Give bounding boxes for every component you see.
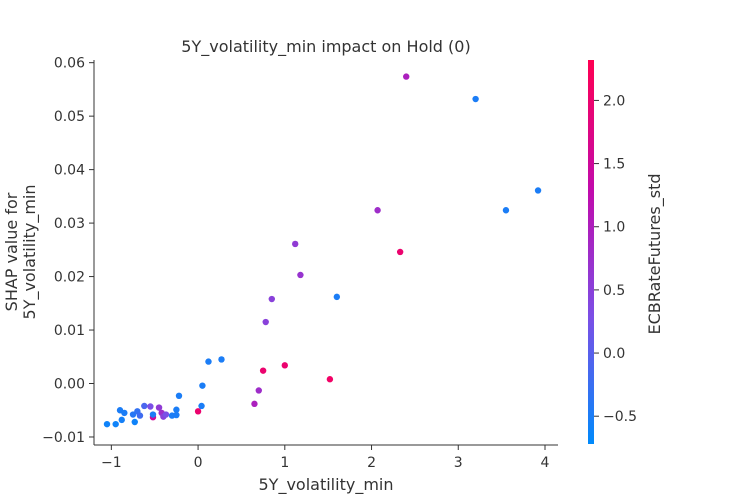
scatter-point — [199, 382, 206, 389]
scatter-point — [396, 248, 404, 256]
y-axis-label-line-2: 5Y_volatility_min — [20, 185, 40, 320]
y-tick-label: 0.02 — [54, 270, 85, 286]
x-tick-label: 1 — [280, 455, 289, 471]
scatter-point — [259, 367, 267, 374]
scatter-point — [268, 295, 275, 303]
colorbar-label: ECBRateFutures_std — [645, 174, 665, 335]
x-tick-label: 4 — [541, 455, 550, 471]
scatter-point — [194, 408, 202, 415]
y-tick-label: 0.04 — [54, 163, 85, 179]
y-tick-label: −0.01 — [42, 430, 85, 446]
scatter-point — [255, 387, 262, 394]
colorbar-tick-label: −0.5 — [603, 409, 637, 425]
scatter-point — [141, 402, 148, 410]
scatter-point — [162, 411, 170, 418]
chart-title: 5Y_volatility_min impact on Hold (0) — [181, 37, 470, 57]
colorbar-gradient — [588, 60, 594, 444]
x-tick-label: 0 — [194, 455, 203, 471]
scatter-point — [281, 362, 289, 369]
scatter-point — [112, 420, 119, 428]
y-tick-label: 0.01 — [54, 323, 85, 339]
scatter-point — [173, 406, 180, 413]
scatter-point — [292, 240, 299, 248]
scatter-point — [118, 416, 125, 424]
y-tick-label: 0.05 — [54, 109, 85, 125]
scatter-point — [251, 400, 258, 408]
y-tick-label: 0.06 — [54, 56, 85, 72]
colorbar-tick-label: 2.0 — [603, 93, 625, 109]
x-tick-label: −1 — [101, 455, 122, 471]
scatter-point — [403, 73, 410, 80]
y-tick-label: 0.03 — [54, 216, 85, 232]
scatter-point — [374, 207, 381, 214]
scatter-point — [333, 293, 341, 301]
colorbar-tick-label: 1.5 — [603, 157, 625, 173]
y-ticks: −0.01 0.00 0.01 0.02 0.03 0.04 0.05 0.06 — [42, 56, 94, 446]
scatter-points — [103, 73, 542, 428]
scatter-point — [297, 271, 304, 279]
x-tick-label: 2 — [367, 455, 376, 471]
scatter-point — [326, 376, 334, 383]
scatter-point — [472, 95, 479, 103]
scatter-point — [147, 403, 154, 410]
scatter-point — [131, 418, 138, 426]
x-tick-label: 3 — [454, 455, 463, 471]
x-axis-label: 5Y_volatility_min — [259, 475, 394, 495]
scatter-point — [121, 409, 128, 417]
scatter-point — [103, 420, 111, 428]
colorbar-tick-label: 0.0 — [603, 346, 625, 362]
y-tick-label: 0.00 — [54, 377, 85, 393]
colorbar: −0.5 0.0 0.5 1.0 1.5 2.0 — [588, 60, 637, 444]
colorbar-tick-label: 1.0 — [603, 220, 625, 236]
colorbar-tick-label: 0.5 — [603, 283, 625, 299]
scatter-point — [218, 356, 225, 363]
y-axis-label-line-1: SHAP value for — [2, 192, 21, 311]
scatter-point — [262, 318, 269, 326]
colorbar-ticks: −0.5 0.0 0.5 1.0 1.5 2.0 — [594, 93, 637, 425]
scatter-point — [136, 412, 144, 419]
y-axis-label-group: SHAP value for 5Y_volatility_min — [2, 185, 40, 320]
scatter-point — [175, 392, 183, 400]
x-ticks: −1 0 1 2 3 4 — [101, 445, 550, 471]
scatter-point — [502, 207, 510, 214]
plot-axes — [93, 60, 558, 446]
scatter-point — [155, 404, 163, 411]
scatter-point — [534, 187, 542, 194]
scatter-point — [205, 358, 212, 365]
scatter-point — [173, 411, 180, 419]
scatter-point — [149, 411, 157, 418]
scatter-point — [198, 402, 205, 410]
